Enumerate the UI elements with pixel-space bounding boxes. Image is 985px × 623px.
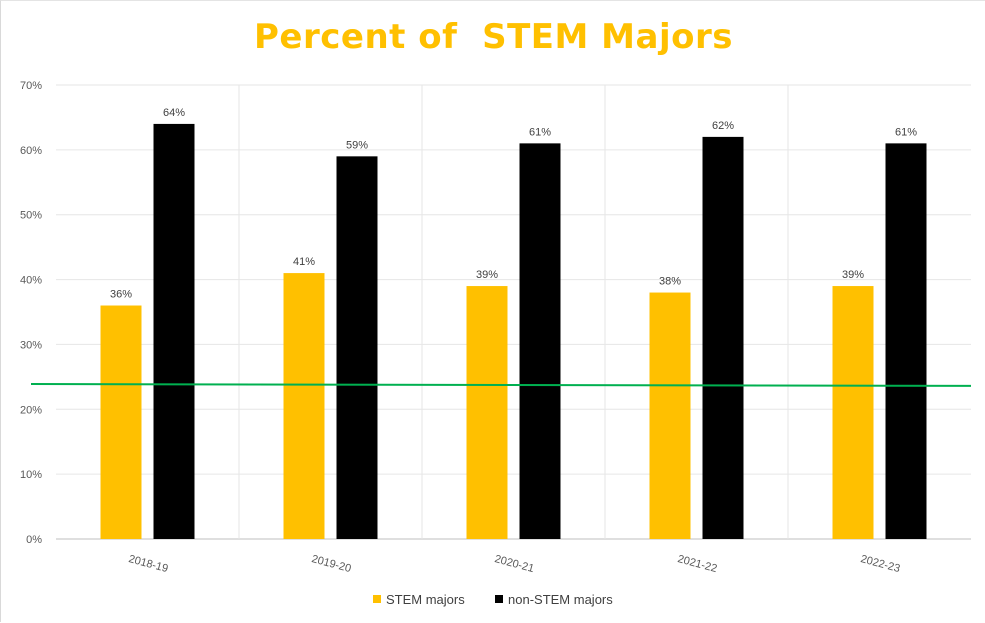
y-tick-label: 40% [20,275,42,287]
data-label: 59% [346,139,368,151]
y-tick-label: 30% [20,339,42,351]
data-label: 39% [476,269,498,281]
x-tick-label: 2020-21 [493,553,535,575]
y-tick-label: 60% [20,145,42,157]
bar-non-stem [519,143,561,539]
data-label: 38% [659,276,681,288]
y-tick-label: 70% [20,80,42,92]
y-tick-label: 50% [20,210,42,222]
bar-non-stem [153,123,195,540]
bar-non-stem [885,143,927,539]
legend-label: non-STEM majors [508,592,613,607]
data-label: 62% [712,120,734,132]
reference-line [30,382,972,387]
data-label: 41% [293,256,315,268]
bar-non-stem [336,156,378,540]
legend-swatch [373,595,381,603]
chart-title: Percent of STEM Majors [254,17,733,57]
data-label: 39% [842,269,864,281]
x-tick-label: 2022-23 [859,553,901,575]
data-label: 64% [163,107,185,119]
bar-stem [832,286,874,539]
data-label: 36% [110,289,132,301]
bar-non-stem [702,136,744,539]
y-tick-label: 10% [20,469,42,481]
y-tick-label: 20% [20,404,42,416]
bar-stem [100,305,142,539]
x-tick-label: 2021-22 [676,553,718,575]
legend-swatch [495,595,503,603]
x-tick-label: 2019-20 [310,553,352,575]
x-tick-label: 2018-19 [127,553,169,575]
legend-label: STEM majors [386,592,465,607]
bar-stem [466,286,508,539]
data-label: 61% [895,126,917,138]
bar-stem [649,292,691,539]
bar-stem [283,273,325,539]
data-label: 61% [529,126,551,138]
y-tick-label: 0% [26,534,42,546]
